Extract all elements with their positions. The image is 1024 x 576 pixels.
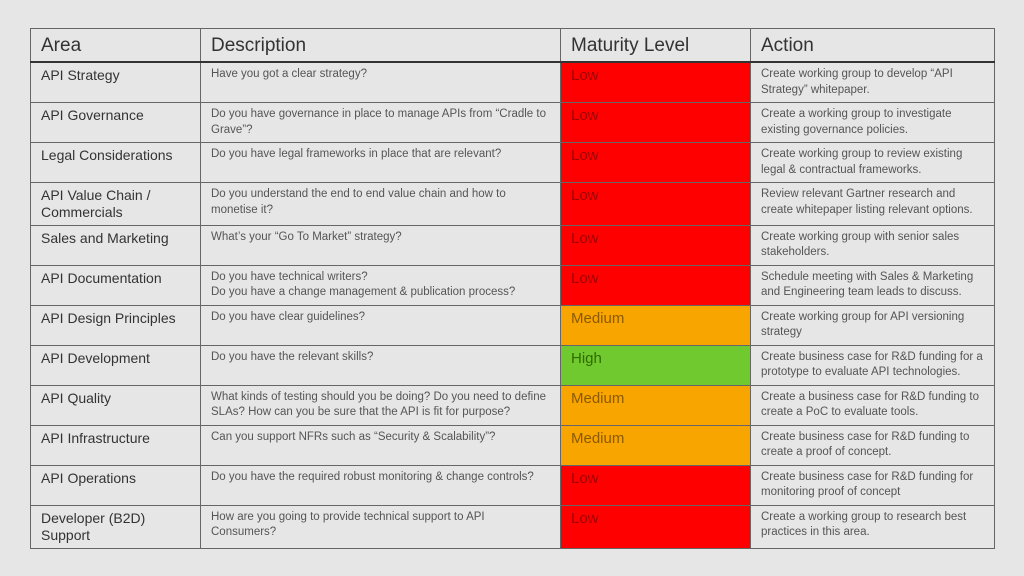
- maturity-table: Area Description Maturity Level Action A…: [30, 28, 995, 549]
- cell-area: API Infrastructure: [31, 425, 201, 465]
- cell-action: Create a working group to investigate ex…: [751, 103, 995, 143]
- cell-maturity: Low: [561, 225, 751, 265]
- cell-description: Can you support NFRs such as “Security &…: [201, 425, 561, 465]
- table-row: API Design PrinciplesDo you have clear g…: [31, 305, 995, 345]
- cell-description: Do you have clear guidelines?: [201, 305, 561, 345]
- table-row: Developer (B2D) SupportHow are you going…: [31, 505, 995, 548]
- table-row: API DocumentationDo you have technical w…: [31, 265, 995, 305]
- table-body: API StrategyHave you got a clear strateg…: [31, 62, 995, 548]
- table-row: Sales and MarketingWhat’s your “Go To Ma…: [31, 225, 995, 265]
- cell-maturity: Low: [561, 143, 751, 183]
- cell-description: Have you got a clear strategy?: [201, 62, 561, 103]
- cell-description: Do you have technical writers?Do you hav…: [201, 265, 561, 305]
- col-header-maturity: Maturity Level: [561, 29, 751, 63]
- cell-maturity: Medium: [561, 425, 751, 465]
- cell-maturity: High: [561, 345, 751, 385]
- cell-area: API Quality: [31, 385, 201, 425]
- table-row: Legal ConsiderationsDo you have legal fr…: [31, 143, 995, 183]
- cell-action: Schedule meeting with Sales & Marketing …: [751, 265, 995, 305]
- cell-action: Create working group for API versioning …: [751, 305, 995, 345]
- cell-action: Review relevant Gartner research and cre…: [751, 183, 995, 226]
- col-header-area: Area: [31, 29, 201, 63]
- cell-area: API Documentation: [31, 265, 201, 305]
- cell-area: API Strategy: [31, 62, 201, 103]
- cell-description: Do you have the required robust monitori…: [201, 465, 561, 505]
- cell-area: API Value Chain / Commercials: [31, 183, 201, 226]
- col-header-action: Action: [751, 29, 995, 63]
- cell-maturity: Low: [561, 62, 751, 103]
- table-row: API InfrastructureCan you support NFRs s…: [31, 425, 995, 465]
- col-header-description: Description: [201, 29, 561, 63]
- cell-action: Create business case for R&D funding for…: [751, 345, 995, 385]
- cell-description: What kinds of testing should you be doin…: [201, 385, 561, 425]
- cell-description: What’s your “Go To Market” strategy?: [201, 225, 561, 265]
- table-header-row: Area Description Maturity Level Action: [31, 29, 995, 63]
- cell-area: API Governance: [31, 103, 201, 143]
- cell-area: API Development: [31, 345, 201, 385]
- cell-maturity: Low: [561, 465, 751, 505]
- cell-maturity: Low: [561, 505, 751, 548]
- cell-action: Create working group with senior sales s…: [751, 225, 995, 265]
- cell-maturity: Low: [561, 265, 751, 305]
- cell-description: Do you understand the end to end value c…: [201, 183, 561, 226]
- cell-description: Do you have the relevant skills?: [201, 345, 561, 385]
- cell-action: Create working group to review existing …: [751, 143, 995, 183]
- table-row: API DevelopmentDo you have the relevant …: [31, 345, 995, 385]
- cell-action: Create a working group to research best …: [751, 505, 995, 548]
- cell-action: Create business case for R&D funding for…: [751, 465, 995, 505]
- cell-description: Do you have governance in place to manag…: [201, 103, 561, 143]
- cell-maturity: Low: [561, 183, 751, 226]
- cell-maturity: Low: [561, 103, 751, 143]
- table-row: API Value Chain / CommercialsDo you unde…: [31, 183, 995, 226]
- cell-action: Create business case for R&D funding to …: [751, 425, 995, 465]
- table-row: API StrategyHave you got a clear strateg…: [31, 62, 995, 103]
- table-row: API OperationsDo you have the required r…: [31, 465, 995, 505]
- cell-action: Create a business case for R&D funding t…: [751, 385, 995, 425]
- cell-area: Legal Considerations: [31, 143, 201, 183]
- cell-area: Sales and Marketing: [31, 225, 201, 265]
- cell-description: Do you have legal frameworks in place th…: [201, 143, 561, 183]
- table-row: API QualityWhat kinds of testing should …: [31, 385, 995, 425]
- cell-maturity: Medium: [561, 385, 751, 425]
- cell-area: API Design Principles: [31, 305, 201, 345]
- slide-canvas: Area Description Maturity Level Action A…: [0, 0, 1024, 576]
- cell-action: Create working group to develop “API Str…: [751, 62, 995, 103]
- cell-area: API Operations: [31, 465, 201, 505]
- cell-area: Developer (B2D) Support: [31, 505, 201, 548]
- cell-maturity: Medium: [561, 305, 751, 345]
- table-row: API GovernanceDo you have governance in …: [31, 103, 995, 143]
- cell-description: How are you going to provide technical s…: [201, 505, 561, 548]
